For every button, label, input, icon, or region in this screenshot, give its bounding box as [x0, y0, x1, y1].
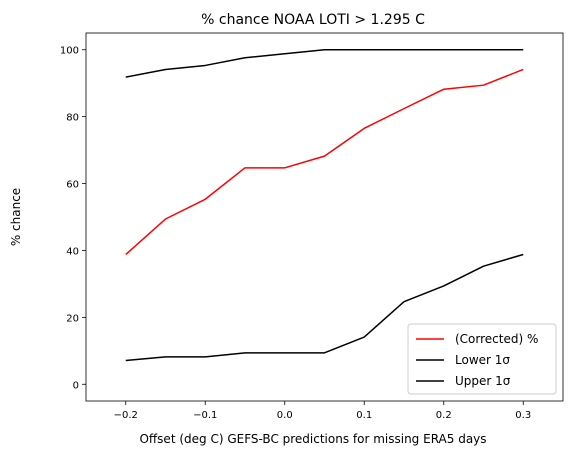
legend-label: (Corrected) %: [455, 332, 538, 346]
legend-label: Lower 1σ: [455, 353, 510, 367]
x-tick-label: 0.3: [515, 410, 531, 421]
y-tick-label: 20: [66, 313, 79, 324]
x-tick-label: −0.1: [193, 410, 217, 421]
series-line-0: [125, 68, 524, 256]
y-tick-label: 40: [66, 246, 79, 257]
legend-label: Upper 1σ: [455, 374, 511, 388]
y-tick-label: 60: [66, 180, 79, 191]
legend-box: [407, 323, 557, 395]
y-tick-label: 80: [66, 113, 79, 124]
legend: (Corrected) % Lower 1σ Upper 1σ: [407, 323, 557, 395]
x-axis-label: Offset (deg C) GEFS-BC predictions for m…: [139, 432, 486, 446]
x-tick-label: 0.1: [356, 410, 372, 421]
chart-title: % chance NOAA LOTI > 1.295 C: [201, 12, 425, 28]
y-tick-label: 0: [73, 380, 79, 391]
series-line-2: [125, 48, 524, 78]
y-tick-label: 100: [60, 46, 79, 57]
series-line-1: [125, 253, 524, 362]
x-tick-label: 0.0: [277, 410, 293, 421]
y-axis-label: % chance: [9, 188, 23, 246]
plot-frame: [85, 32, 564, 402]
x-tick-label: 0.2: [436, 410, 452, 421]
x-tick-label: −0.2: [114, 410, 138, 421]
